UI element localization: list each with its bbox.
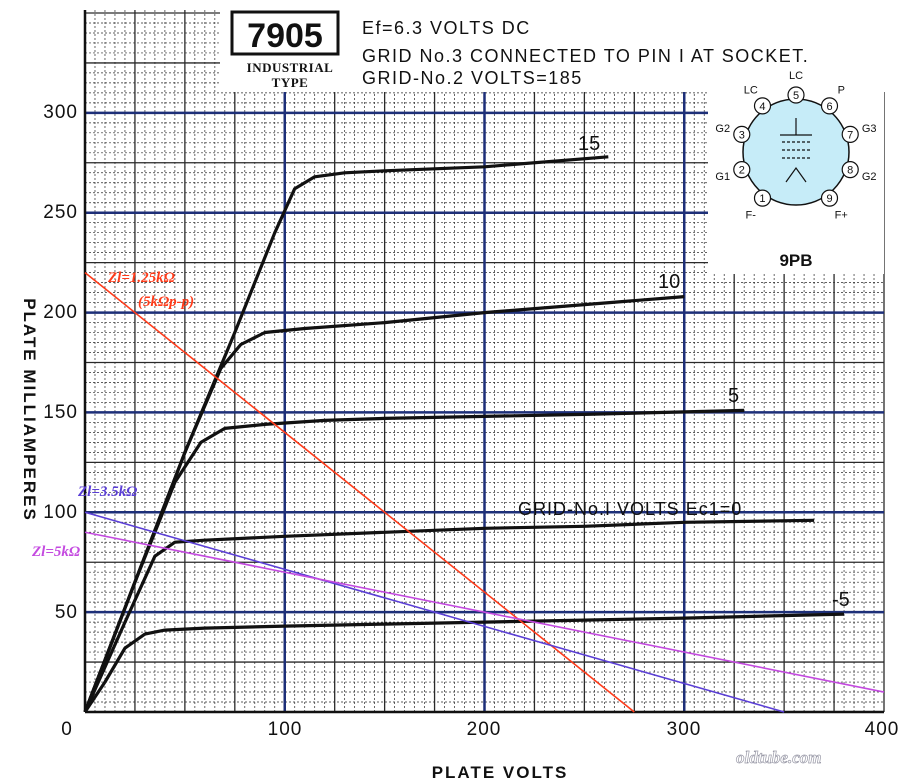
x-axis: 0 100 200 300 400 PLATE VOLTS	[61, 719, 900, 782]
pin-name-5: LC	[789, 70, 803, 82]
pin-1	[753, 189, 772, 207]
pin-name-4: LC	[744, 85, 758, 97]
pin-number-5: 5	[793, 90, 799, 102]
pin-9	[820, 189, 839, 207]
load-label-1: Zl=1.25kΩ	[107, 270, 175, 286]
x-tick-100: 100	[268, 719, 303, 740]
pin-number-2: 2	[739, 165, 745, 177]
pin-name-6: P	[838, 85, 845, 97]
electrode-symbol	[780, 118, 812, 183]
pin-name-3: G2	[715, 123, 730, 135]
chart-subtitle-line1: INDUSTRIAL	[247, 60, 334, 75]
load-line-1	[84, 272, 635, 713]
load-line-3	[84, 531, 885, 693]
y-tick-250: 250	[43, 202, 78, 223]
pin-5	[787, 86, 805, 104]
load-label-2: Zl=3.5kΩ	[77, 484, 137, 500]
pin-name-2: G1	[715, 171, 730, 183]
series-label-10: 10	[658, 271, 680, 293]
x-tick-400: 400	[865, 719, 900, 740]
series-label-15: 15	[578, 133, 600, 155]
y-axis-label: PLATE MILLIAMPERES	[20, 298, 39, 522]
x-tick-200: 200	[467, 719, 502, 740]
title-box-logo	[230, 10, 340, 56]
pin-7	[841, 125, 859, 143]
base-type-label: 9PB	[779, 251, 812, 270]
header-line-1: Ef=6.3 VOLTS DC	[362, 18, 531, 38]
base-envelope	[742, 98, 850, 206]
y-tick-300: 300	[43, 102, 78, 123]
pin-2	[733, 161, 751, 179]
pin-number-1: 1	[759, 193, 765, 205]
series-label-minus5: -5	[832, 589, 850, 611]
pin-number-7: 7	[847, 129, 853, 141]
curve-ec1-5	[83, 408, 745, 713]
pin-number-6: 6	[826, 101, 832, 113]
pin-number-8: 8	[847, 165, 853, 177]
pin-number-3: 3	[739, 129, 745, 141]
y-tick-150: 150	[43, 402, 78, 423]
x-axis-label: PLATE VOLTS	[432, 763, 569, 782]
pin-number-9: 9	[826, 193, 832, 205]
pin-3	[733, 125, 751, 143]
watermark: oldtube.com	[736, 748, 821, 767]
pin-name-9: F+	[835, 209, 848, 221]
x-tick-300: 300	[667, 719, 702, 740]
pin-name-7: G3	[862, 123, 877, 135]
chart-title: 7905	[247, 17, 323, 55]
y-tick-100: 100	[43, 502, 78, 523]
pin-6	[820, 97, 839, 115]
curve-ec1-0	[83, 518, 815, 713]
series-label-5: 5	[728, 385, 739, 407]
header-line-2: GRID No.3 CONNECTED TO PIN I AT SOCKET.	[362, 46, 809, 66]
y-axis: 50 100 150 200 250 300 PLATE MILLIAMPERE…	[20, 102, 78, 623]
grid-voltage-label: GRID-No.I VOLTS Ec1=0	[518, 499, 742, 519]
load-label-1b: (5kΩp-p)	[138, 294, 194, 310]
load-label-3: Zl=5kΩ	[31, 544, 80, 560]
header-line-3: GRID-No.2 VOLTS=185	[362, 68, 583, 88]
pin-name-8: G2	[862, 171, 877, 183]
pin-8	[841, 161, 859, 179]
load-lines	[84, 272, 885, 713]
pin-name-1: F-	[746, 209, 757, 221]
plate-curves	[83, 155, 845, 713]
chart-subtitle-line2: TYPE	[272, 75, 309, 90]
load-line-2	[84, 511, 785, 713]
y-tick-200: 200	[43, 302, 78, 323]
x-tick-0: 0	[61, 719, 73, 740]
curve-ec1--5	[83, 612, 845, 713]
y-tick-50: 50	[55, 602, 78, 623]
pin-4	[753, 97, 772, 115]
pin-number-4: 4	[759, 101, 765, 113]
